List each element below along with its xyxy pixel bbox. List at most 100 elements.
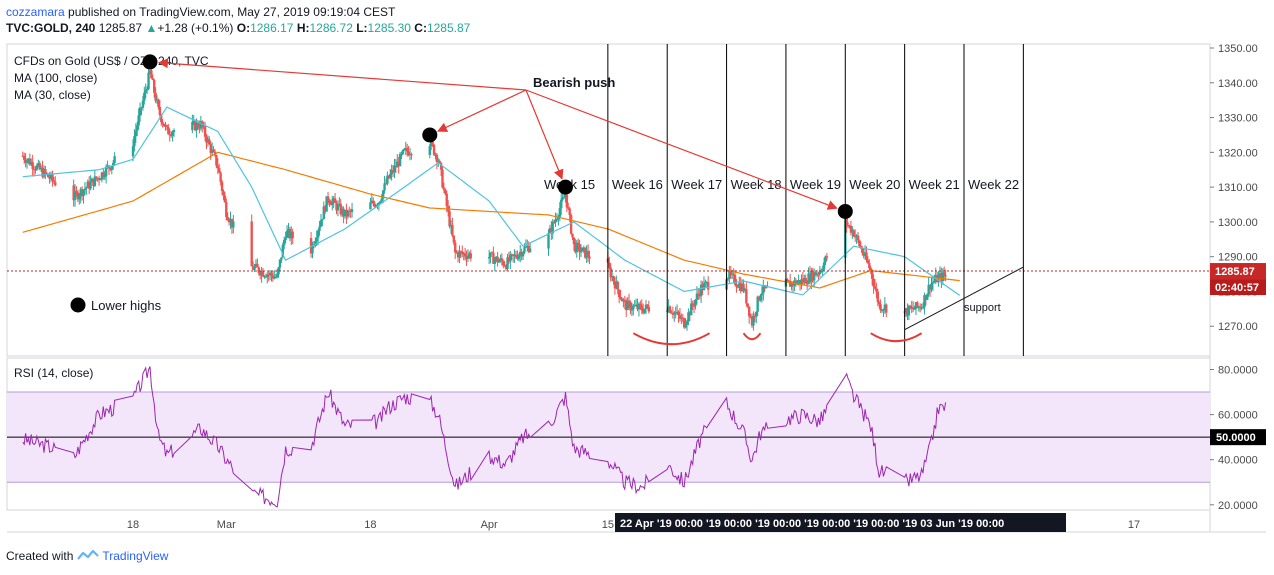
open-label: O: xyxy=(236,21,251,35)
candle-body xyxy=(340,208,344,215)
candle-body xyxy=(619,297,622,299)
candle-body xyxy=(519,251,522,255)
chart-header: cozzamara published on TradingView.com, … xyxy=(6,4,470,36)
candle-body xyxy=(319,220,323,227)
candle-body xyxy=(688,312,692,316)
candle-body xyxy=(370,200,374,203)
candle-body xyxy=(909,305,912,309)
candle-body xyxy=(490,252,494,254)
candle-body xyxy=(800,279,803,285)
candle-body xyxy=(75,191,78,193)
candle-body xyxy=(468,253,471,256)
candle-body xyxy=(562,197,566,199)
candle-body xyxy=(876,291,879,303)
candle-body xyxy=(38,163,41,170)
candle-body xyxy=(643,308,646,313)
candle-body xyxy=(432,144,436,155)
candle-body xyxy=(275,274,279,278)
candle-body xyxy=(579,251,583,253)
tradingview-brand[interactable]: TradingView xyxy=(77,549,168,563)
candle-body xyxy=(270,272,273,276)
candle-body xyxy=(743,289,747,291)
candle-body xyxy=(609,267,612,278)
candle-body xyxy=(702,283,706,291)
candle-body xyxy=(497,260,501,263)
candle-body xyxy=(622,300,625,302)
candle-body xyxy=(448,211,451,227)
candle-body xyxy=(268,272,272,275)
candle-body xyxy=(760,293,764,296)
candle-body xyxy=(458,251,461,258)
candle-body xyxy=(680,317,683,319)
candle-body xyxy=(283,239,286,245)
candle-body xyxy=(227,220,231,223)
candle-body xyxy=(706,282,710,290)
candle-body xyxy=(794,280,798,285)
tradingview-logo-icon xyxy=(77,550,100,560)
candle-body xyxy=(103,176,106,178)
candle-body xyxy=(858,240,861,247)
candle-body xyxy=(507,257,511,262)
candle-body xyxy=(232,221,235,228)
candle-body xyxy=(309,238,313,254)
candle-body xyxy=(336,204,340,211)
candle-body xyxy=(848,225,851,227)
candle-body xyxy=(558,208,562,217)
candle-body xyxy=(623,300,627,302)
candle-body xyxy=(885,304,888,313)
candle-body xyxy=(315,237,318,242)
price-tick-label: 1300.00 xyxy=(1218,217,1258,229)
candle-body xyxy=(487,257,491,259)
price-tick-label: 1320.00 xyxy=(1218,147,1258,159)
candle-body xyxy=(814,272,817,276)
candle-body xyxy=(449,224,453,227)
candle-body xyxy=(316,230,320,238)
candle-body xyxy=(193,121,197,131)
candle-body xyxy=(584,247,587,258)
candle-body xyxy=(251,266,255,270)
low-label: L: xyxy=(356,21,368,35)
candle-body xyxy=(856,235,860,241)
candle-body xyxy=(261,270,265,277)
rsi-midline-tag xyxy=(1210,429,1266,446)
candle-body xyxy=(386,175,389,184)
candle-body xyxy=(918,306,922,309)
candle-body xyxy=(131,146,135,157)
candle-body xyxy=(284,237,287,240)
candle-body xyxy=(879,304,882,311)
candle-body xyxy=(870,270,874,279)
candle-body xyxy=(332,198,335,202)
candle-body xyxy=(755,311,758,317)
candle-body xyxy=(459,251,463,253)
candle-body xyxy=(752,316,755,326)
candle-body xyxy=(705,282,708,284)
ma30-line xyxy=(22,106,961,296)
candle-body xyxy=(100,172,104,180)
candle-body xyxy=(324,206,327,212)
candle-body xyxy=(400,153,403,155)
candle-body xyxy=(346,210,350,217)
candle-body xyxy=(205,136,208,143)
candle-body xyxy=(821,269,824,271)
candle-body xyxy=(924,295,928,300)
candle-body xyxy=(383,183,386,191)
candle-body xyxy=(326,196,330,201)
candle-body xyxy=(99,179,102,181)
candle-body xyxy=(321,219,324,221)
candle-body xyxy=(697,293,700,295)
candle-body xyxy=(229,218,232,223)
candle-body xyxy=(322,206,325,220)
candle-body xyxy=(493,259,496,264)
candle-body xyxy=(95,176,98,180)
rsi-tick-label: 20.0000 xyxy=(1218,500,1258,512)
candle-body xyxy=(811,271,814,281)
candle-body xyxy=(172,130,176,133)
candle-body xyxy=(230,218,234,228)
author-link[interactable]: cozzamara xyxy=(6,5,65,19)
candle-body xyxy=(393,165,396,173)
candle-body xyxy=(872,278,875,287)
candle-body xyxy=(685,321,689,325)
candle-body xyxy=(940,273,943,282)
candle-body xyxy=(278,259,282,268)
